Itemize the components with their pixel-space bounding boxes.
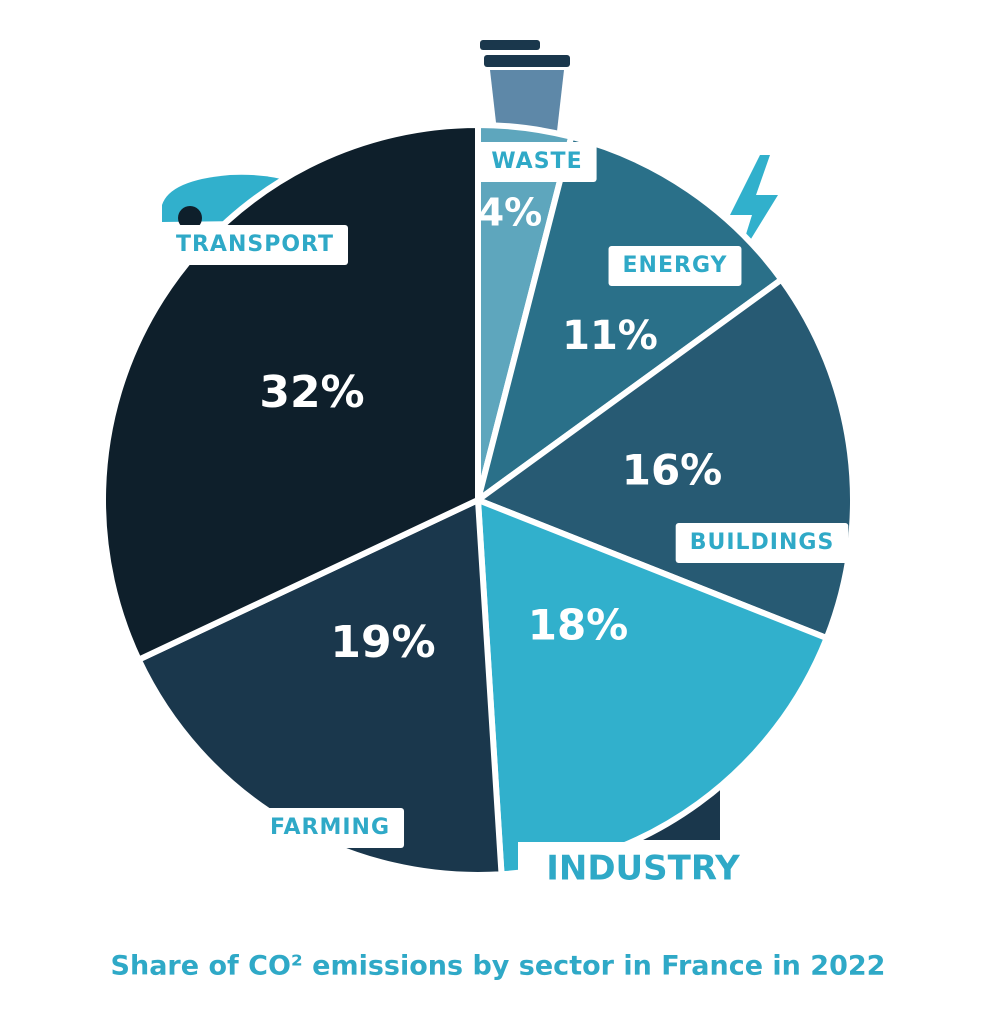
value-label: 19% [330, 617, 435, 668]
label-box [477, 142, 597, 182]
value-label: 18% [528, 601, 629, 650]
category-label: TRANSPORT [176, 232, 334, 257]
bolt-icon [730, 155, 778, 260]
category-label: FARMING [270, 815, 390, 840]
category-label: BUILDINGS [690, 530, 835, 555]
category-label: ENERGY [623, 253, 728, 278]
label-box [161, 225, 349, 265]
category-label: WASTE [491, 149, 582, 174]
value-label: 11% [562, 313, 658, 359]
value-label: 4% [478, 191, 543, 235]
category-label: INDUSTRY [546, 849, 740, 889]
label-box [255, 808, 405, 848]
value-label: 32% [259, 367, 364, 418]
value-label: 16% [622, 446, 723, 495]
label-box [675, 523, 849, 563]
chart-title: Share of CO² emissions by sector in Fran… [111, 951, 886, 982]
label-box [518, 842, 768, 898]
pie [100, 121, 856, 878]
label-box [608, 246, 742, 286]
trash-icon [480, 40, 570, 140]
